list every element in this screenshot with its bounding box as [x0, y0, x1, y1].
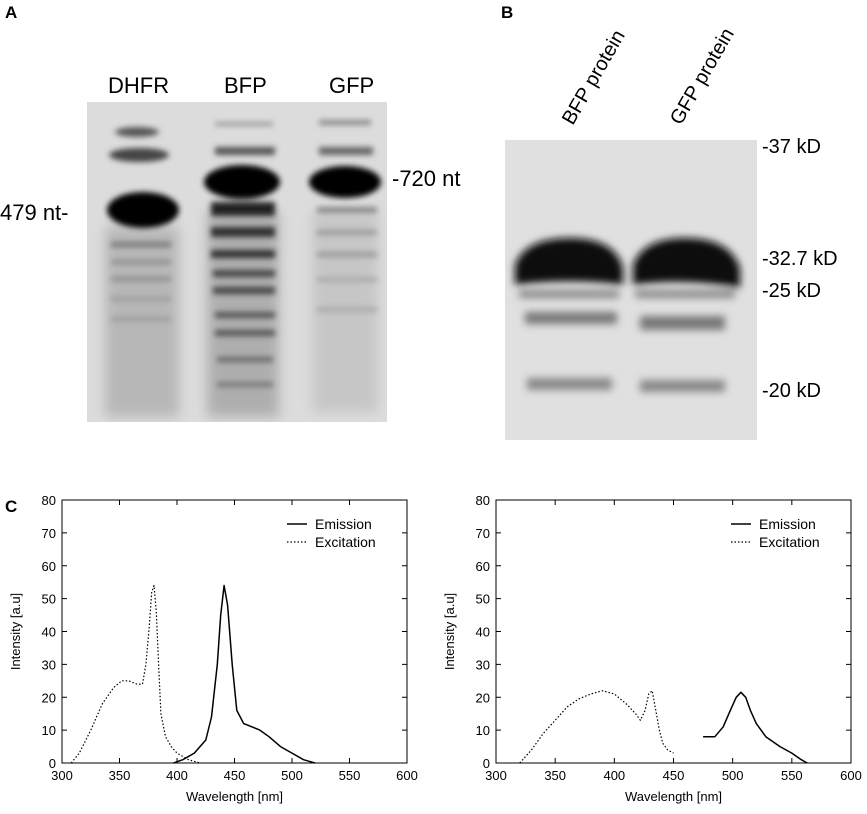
x-tick-label: 400: [603, 768, 625, 783]
y-tick-label: 20: [476, 690, 490, 705]
x-tick-label: 400: [166, 768, 188, 783]
series-line-excitation: [519, 690, 674, 764]
legend-label-emission: Emission: [315, 516, 372, 532]
x-tick-label: 500: [722, 768, 744, 783]
x-tick-label: 600: [396, 768, 418, 783]
marker-32-7kd: -32.7 kD: [762, 248, 838, 270]
x-axis-label: Wavelength [nm]: [625, 789, 722, 804]
y-tick-label: 40: [476, 625, 490, 640]
lane-label-bfp: BFP: [224, 73, 267, 98]
marker-25kd: -25 kD: [762, 280, 821, 302]
y-tick-label: 80: [42, 493, 56, 508]
y-tick-label: 50: [476, 592, 490, 607]
rna-gel-image: [87, 102, 387, 422]
x-tick-label: 500: [281, 768, 303, 783]
legend-label-excitation: Excitation: [759, 534, 820, 550]
x-tick-label: 550: [339, 768, 361, 783]
panel-a-letter: A: [5, 3, 18, 22]
y-tick-label: 60: [42, 559, 56, 574]
marker-720nt: -720 nt: [392, 166, 461, 191]
y-tick-label: 60: [476, 559, 490, 574]
y-tick-label: 0: [49, 756, 56, 771]
lane-label-dhfr: DHFR: [108, 73, 170, 98]
y-tick-label: 70: [476, 526, 490, 541]
series-line-excitation: [70, 584, 201, 764]
lane-label-bfp-protein: BFP protein: [558, 26, 630, 129]
legend-label-excitation: Excitation: [315, 534, 376, 550]
y-tick-label: 50: [42, 592, 56, 607]
y-tick-label: 40: [42, 625, 56, 640]
x-tick-label: 350: [544, 768, 566, 783]
x-tick-label: 350: [109, 768, 131, 783]
y-tick-label: 30: [476, 657, 490, 672]
x-tick-label: 450: [224, 768, 246, 783]
legend-label-emission: Emission: [759, 516, 816, 532]
x-tick-label: 550: [781, 768, 803, 783]
lane-label-gfp-protein: GFP protein: [666, 24, 739, 129]
spectrum-chart-gfp: 300 350 400 450 500 550 600 0 10 20 30 40 50 60 70 80 Wa…: [442, 493, 862, 804]
panel-c-letter: C: [5, 497, 18, 516]
y-axis-label: Intensity [a.u]: [8, 593, 23, 670]
marker-479nt: 479 nt-: [0, 200, 69, 225]
x-tick-label: 450: [663, 768, 685, 783]
y-tick-label: 30: [42, 657, 56, 672]
lane-label-gfp: GFP: [329, 73, 375, 98]
series-line-emission: [703, 691, 808, 764]
series-line-emission: [173, 584, 316, 764]
y-tick-label: 10: [476, 723, 490, 738]
y-tick-label: 10: [42, 723, 56, 738]
y-tick-label: 0: [483, 756, 490, 771]
x-tick-label: 300: [51, 768, 73, 783]
x-tick-label: 600: [840, 768, 862, 783]
y-tick-label: 80: [476, 493, 490, 508]
marker-20kd: -20 kD: [762, 380, 821, 402]
y-tick-label: 70: [42, 526, 56, 541]
y-axis-label: Intensity [a.u]: [442, 593, 457, 670]
marker-37kd: -37 kD: [762, 136, 821, 158]
spectrum-chart-bfp: 300 350 400 450 500 550 600 0 10 20 30 40 50 60 70 80 Wa…: [8, 493, 418, 804]
protein-gel-image: [505, 140, 757, 440]
x-axis-label: Wavelength [nm]: [186, 789, 283, 804]
x-tick-label: 300: [485, 768, 507, 783]
y-tick-label: 20: [42, 690, 56, 705]
panel-b-letter: B: [501, 3, 514, 22]
